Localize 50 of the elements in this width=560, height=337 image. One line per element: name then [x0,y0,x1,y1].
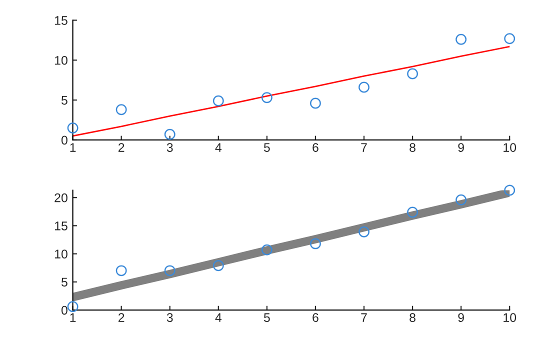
x-tick-label: 10 [504,143,516,152]
x-tick-label: 3 [166,313,173,322]
point [164,265,176,276]
point [67,122,78,134]
x-tick-label: 6 [312,143,318,152]
point [310,98,321,109]
point [504,184,516,196]
x-tick-label: 4 [215,313,222,322]
x-tick-label: 10 [504,313,516,322]
point [116,265,127,276]
point [261,244,272,256]
y-tick-label: 15 [54,222,68,230]
y-tick-label: 10 [54,56,68,65]
point [504,33,516,44]
point [116,104,127,116]
x-tick-label: 5 [264,313,270,322]
point [407,68,418,80]
point [456,194,467,206]
x-tick-label: 5 [264,143,270,152]
x-tick-label: 9 [458,143,464,152]
y-tick-label: 5 [61,278,68,287]
point [212,260,224,272]
x-tick-label: 6 [312,313,318,322]
y-tick-label: 0 [61,306,68,315]
point [456,34,467,45]
point [358,82,370,93]
x-tick-label: 2 [118,313,124,322]
x-tick-label: 7 [361,313,367,322]
x-tick-label: 1 [70,143,76,152]
point [164,128,176,140]
point [261,92,272,104]
point [212,95,224,106]
x-tick-label: 8 [410,143,416,152]
y-tick-label: 5 [61,96,68,105]
x-tick-label: 1 [70,313,76,322]
x-tick-label: 3 [166,143,173,152]
point [310,238,321,250]
y-tick-label: 15 [54,16,68,25]
x-tick-label: 7 [361,143,367,152]
x-tick-label: 4 [215,143,222,152]
y-tick-label: 0 [61,136,68,145]
line-series [72,46,510,137]
y-tick-label: 10 [54,250,68,258]
x-tick-label: 9 [458,313,464,322]
point [407,206,418,218]
y-tick-label: 20 [54,193,68,202]
point [67,301,78,312]
point [358,226,370,238]
x-tick-label: 8 [410,313,416,322]
x-tick-label: 2 [118,143,124,152]
